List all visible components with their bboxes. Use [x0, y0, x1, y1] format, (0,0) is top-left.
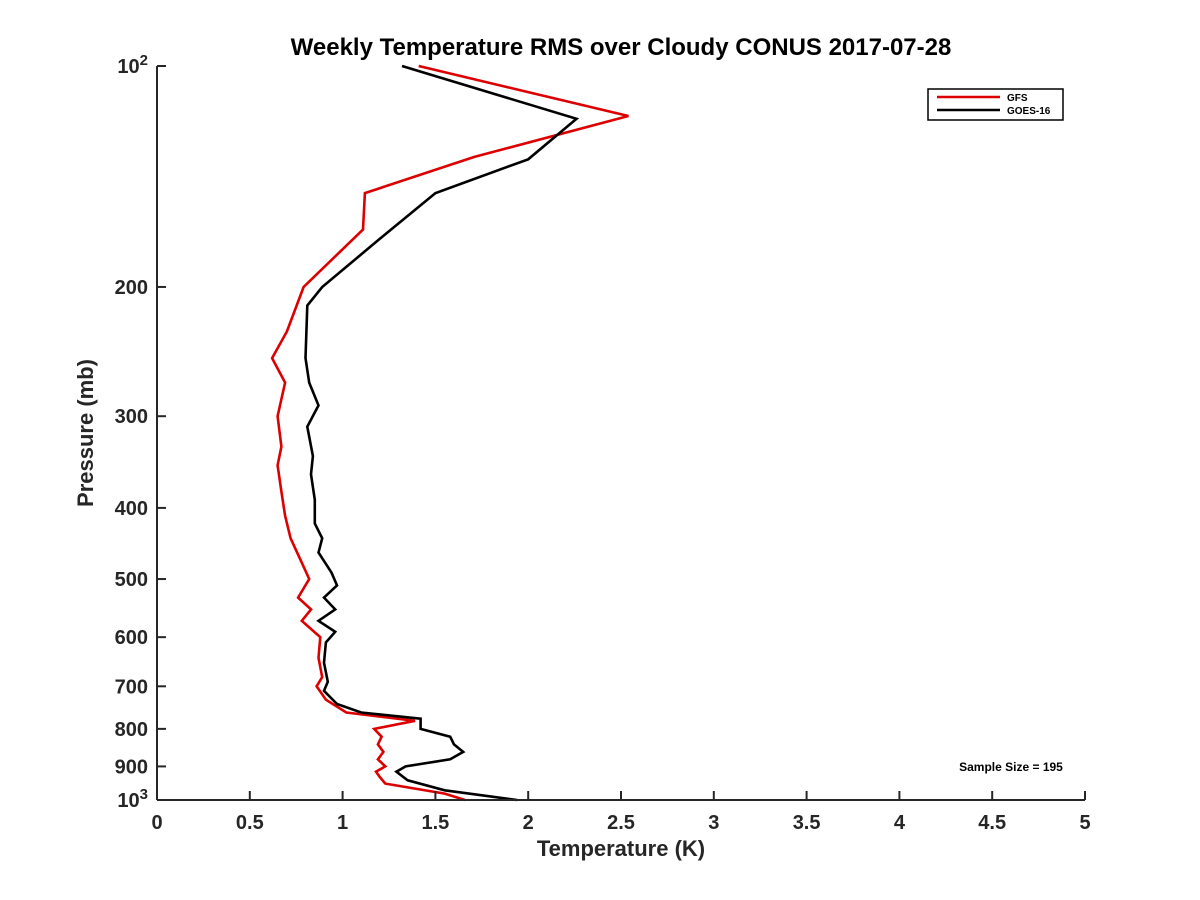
x-ticks: 0 0.5 1 1.5 2 2.5 3 3.5 4 4.5 5	[151, 791, 1091, 834]
x-axis-title: Temperature (K)	[537, 836, 705, 861]
x-tick-label: 3.5	[793, 812, 821, 834]
y-tick-exponent: 3	[140, 786, 148, 803]
x-tick-label: 2	[523, 812, 534, 834]
legend-box	[927, 88, 1064, 121]
x-tick-label: 3	[708, 812, 719, 834]
chart-title: Weekly Temperature RMS over Cloudy CONUS…	[291, 34, 952, 61]
y-tick-label: 700	[115, 676, 148, 698]
x-tick-label: 4	[894, 812, 906, 834]
y-tick-label: 102	[117, 52, 148, 78]
series-layer	[270, 64, 629, 802]
legend: GFS GOES-16	[927, 88, 1064, 121]
series-line-gfs	[270, 64, 629, 802]
y-tick-label: 800	[115, 719, 148, 741]
x-tick-label: 1.5	[421, 812, 449, 834]
x-tick-label: 2.5	[607, 812, 635, 834]
x-tick-label: 5	[1079, 812, 1090, 834]
legend-label-gfs: GFS	[1007, 93, 1028, 104]
y-tick-label: 200	[115, 277, 148, 299]
legend-label-goes16: GOES-16	[1007, 106, 1051, 117]
series-line-goes-16	[304, 64, 580, 802]
y-tick-label: 600	[115, 627, 148, 649]
x-tick-label: 0	[151, 812, 162, 834]
y-tick-label: 500	[115, 569, 148, 591]
x-tick-label: 1	[337, 812, 348, 834]
y-tick-label: 400	[115, 498, 148, 520]
y-axis-title: Pressure (mb)	[73, 359, 98, 507]
y-tick-label: 103	[117, 786, 148, 812]
y-tick-label: 300	[115, 406, 148, 428]
y-tick-base: 10	[117, 56, 139, 78]
y-tick-base: 10	[117, 790, 139, 812]
x-tick-label: 0.5	[236, 812, 264, 834]
y-tick-label: 900	[115, 756, 148, 778]
x-tick-label: 4.5	[978, 812, 1006, 834]
sample-size-annotation: Sample Size = 195	[959, 760, 1063, 774]
y-tick-exponent: 2	[140, 52, 148, 69]
